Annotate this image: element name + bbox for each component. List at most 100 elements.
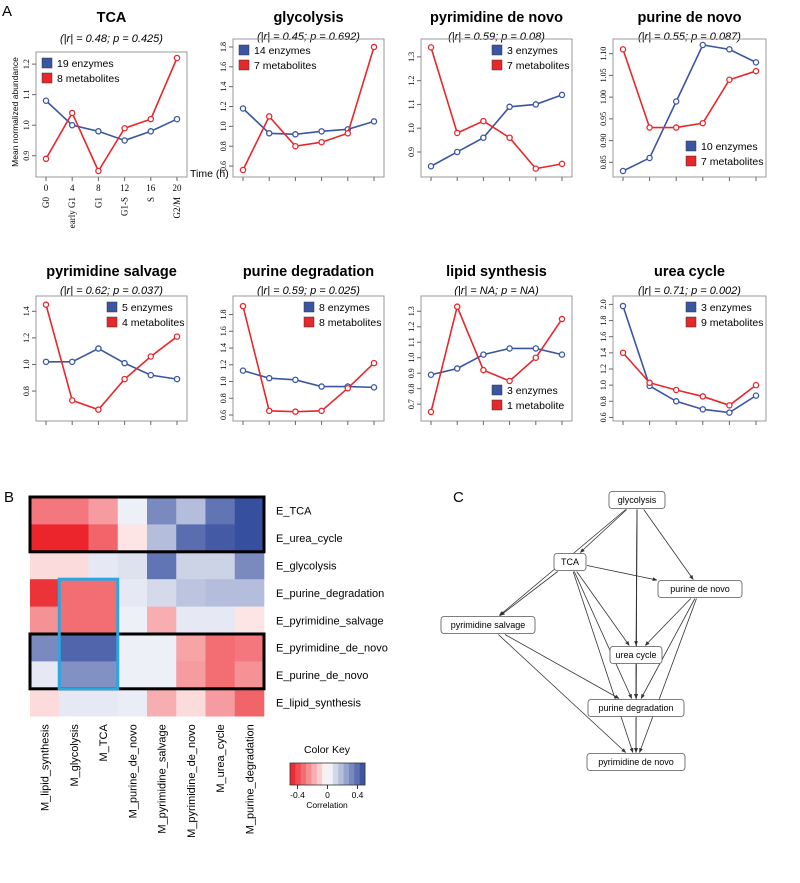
y-tick-label: 0.9 [407, 147, 416, 157]
heatmap-cell [117, 579, 148, 607]
data-point [619, 46, 627, 53]
data-point [506, 134, 513, 141]
time-tick-label: 0 [44, 183, 49, 193]
chart-title: purine de novo [638, 10, 742, 26]
chart-subtitle: (|r| = 0.59; p = 0.025) [257, 285, 360, 297]
chart-title: lipid synthesis [446, 264, 547, 280]
graph-node-label: glycolysis [618, 495, 657, 505]
data-point [480, 366, 487, 374]
heatmap-cell [88, 634, 119, 662]
y-tick-label: 0.8 [599, 396, 608, 406]
data-point [558, 91, 566, 99]
heatmap-cell [59, 551, 89, 580]
y-tick-label: 1.05 [599, 68, 608, 82]
heatmap-cell [88, 688, 119, 717]
data-point [453, 129, 461, 137]
heatmap-cell [234, 497, 265, 525]
heatmap-cell [88, 524, 119, 553]
heatmap-cell [176, 606, 206, 635]
legend-label: 3 enzymes [507, 45, 558, 57]
series-line-metabolites [242, 46, 375, 171]
y-tick-label: 0.8 [22, 386, 31, 396]
heatmap-cell [30, 551, 60, 580]
series-line-enzymes [45, 100, 178, 142]
graph-edge [576, 571, 630, 646]
heatmap-cell [147, 497, 177, 525]
graph-node-label: purine de novo [670, 584, 730, 594]
series-line-enzymes [430, 347, 563, 376]
chart-subtitle: (|r| = 0.48; p = 0.425) [60, 33, 163, 45]
heatmap-cell [234, 634, 265, 662]
heatmap-cell [117, 524, 148, 553]
y-tick-label: 1.3 [407, 52, 416, 62]
y-tick-label: 1.0 [407, 123, 416, 133]
graph-node-box [587, 699, 685, 717]
heatmap-cell [147, 661, 177, 690]
heatmap-cell [88, 661, 119, 690]
data-point [95, 406, 102, 413]
data-point [318, 383, 325, 390]
color-key-tick-label: -0.4 [290, 790, 305, 800]
y-tick-label: 1.1 [407, 99, 416, 109]
data-point [532, 101, 540, 108]
plot-frame [35, 51, 188, 178]
heatmap-col-label: M_purine_de_novo [127, 724, 139, 818]
data-point [292, 142, 299, 150]
phase-tick-label: early G1 [67, 197, 77, 228]
data-point [42, 301, 50, 308]
heatmap-cell [117, 497, 148, 525]
data-point [173, 54, 181, 62]
data-point [370, 118, 378, 125]
legend-swatch [106, 301, 118, 313]
time-tick-label: 16 [146, 183, 156, 193]
heatmap-cell [176, 688, 206, 717]
heatmap-cell [234, 661, 265, 690]
graph-node-purine-degradation: purine degradation [587, 699, 685, 717]
chart-title: TCA [97, 10, 127, 26]
y-tick-label: 1.0 [599, 380, 608, 390]
legend-label: 5 enzymes [122, 302, 173, 314]
data-point [173, 115, 181, 123]
graph-edge [586, 565, 658, 582]
legend-label: 3 enzymes [701, 302, 752, 314]
line-chart-purine-de-novo: purine de novo (|r| = 0.55; p = 0.087) 0.8… [599, 10, 767, 181]
data-point [95, 167, 102, 175]
data-point [121, 359, 128, 367]
data-point [344, 130, 352, 137]
heatmap-cell [147, 606, 177, 635]
y-tick-label: 0.7 [407, 399, 416, 409]
heatmap-row-label: E_lipid_synthesis [276, 698, 361, 710]
heatmap-cell [147, 579, 177, 607]
heatmap-cell [205, 606, 236, 635]
y-tick-label: 0.8 [219, 141, 228, 151]
y-tick-label: 1.0 [22, 359, 31, 369]
data-point [173, 333, 181, 340]
data-point [344, 384, 352, 392]
heatmap: E_TCA E_urea_cycle E_glycolysis E_purine_de… [28, 495, 388, 838]
heatmap-cell [205, 497, 236, 525]
data-point [752, 67, 760, 75]
data-point [239, 302, 247, 310]
legend-swatch [685, 301, 697, 313]
data-point [42, 155, 50, 163]
color-key-bin [359, 763, 366, 785]
phase-tick-label: G1-S [120, 197, 130, 216]
x-unit-label: Time (h) [190, 168, 229, 180]
graph-node-purine-de-novo: purine de novo [657, 580, 743, 598]
cluster-outline-denovo [28, 632, 266, 691]
pathway-graph: glycolysis TCA purine de novo pyrimidine sa… [440, 491, 743, 771]
y-tick-label: 1.2 [407, 322, 416, 332]
series-line-metabolites [622, 352, 757, 407]
heatmap-cell [88, 497, 119, 525]
data-point [726, 402, 733, 409]
graph-edge [644, 598, 692, 646]
legend-label: 10 enzymes [701, 141, 758, 153]
data-point [239, 367, 247, 374]
legend-label: 3 enzymes [507, 385, 558, 397]
graph-node-label: urea cycle [615, 650, 656, 660]
heatmap-cell [88, 579, 119, 607]
color-key-bin [348, 763, 355, 785]
legend-label: 4 metabolites [122, 317, 184, 329]
y-tick-label: 1.8 [599, 316, 608, 326]
legend-label: 7 metabolites [507, 60, 569, 72]
